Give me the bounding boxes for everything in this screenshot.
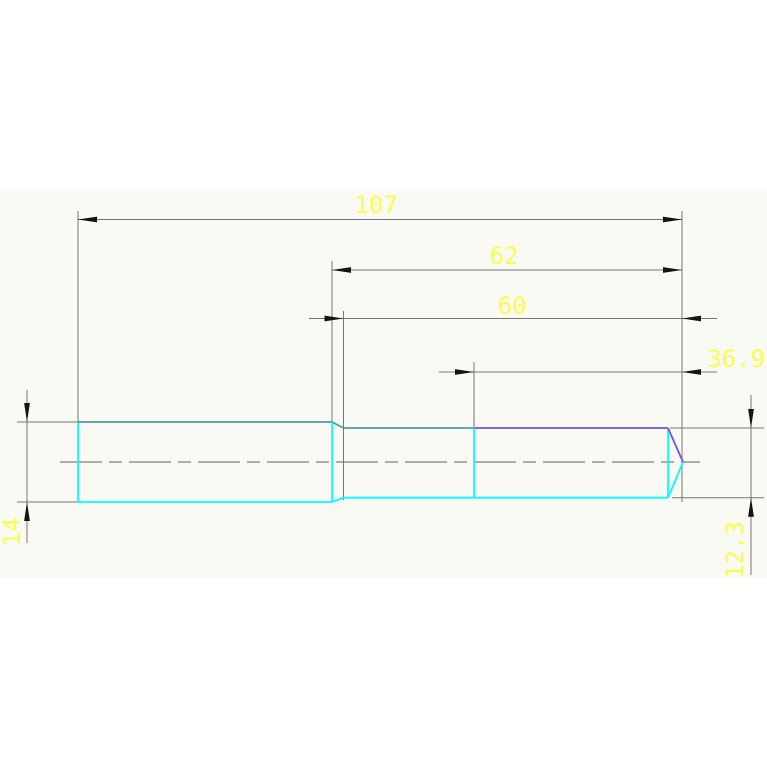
dimension-text-60: 60 [498, 292, 527, 320]
arrowhead-12-3-top [748, 409, 754, 428]
arrowhead-36-9-left [455, 369, 474, 375]
dimension-texts: 107 62 60 36.9 14 12.3 [0, 191, 765, 579]
part-top-taper [331, 421, 344, 429]
dimension-text-12-3: 12.3 [721, 521, 749, 579]
arrowhead-107-left [78, 216, 97, 223]
arrowhead-14-top [24, 403, 30, 422]
dimension-text-107: 107 [354, 191, 397, 219]
arrowhead-12-3-bottom [748, 497, 754, 517]
arrowhead-60-left [324, 315, 344, 322]
dimension-text-14: 14 [0, 518, 26, 547]
arrowhead-62-left [332, 267, 351, 273]
arrowhead-107-right [663, 216, 682, 223]
dimension-text-36-9: 36.9 [707, 345, 765, 373]
part-outline [77, 421, 684, 503]
arrowhead-14-bottom [24, 502, 30, 521]
part-tip-upper-chamfer [667, 427, 684, 463]
arrowhead-60-right [682, 315, 701, 322]
arrowhead-62-right [663, 267, 682, 273]
arrowhead-36-9-right [682, 369, 701, 375]
arrowheads [24, 216, 754, 521]
dimension-text-62: 62 [490, 242, 519, 270]
part-bottom-taper [331, 496, 344, 503]
part-tip-lower-chamfer [667, 461, 684, 499]
canvas-background [0, 189, 767, 578]
